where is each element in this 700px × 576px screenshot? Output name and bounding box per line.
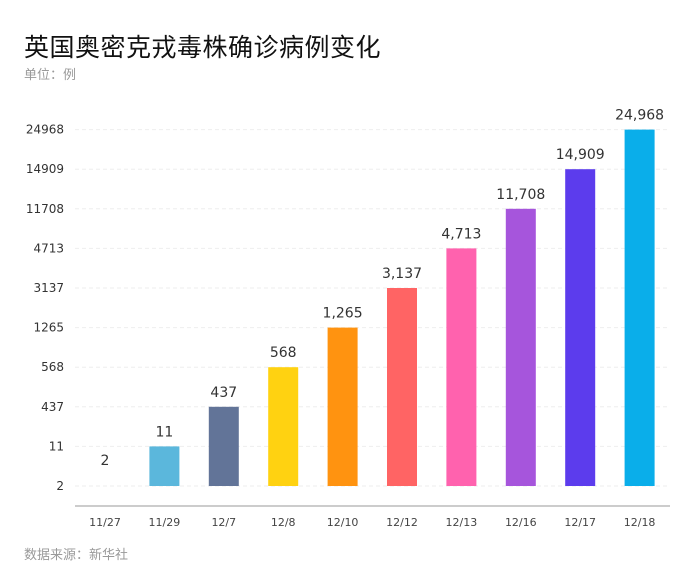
data-label: 437 — [210, 385, 237, 401]
y-tick-label: 2 — [56, 479, 64, 493]
y-tick-label: 24968 — [26, 123, 64, 137]
x-tick-label: 11/27 — [89, 516, 121, 529]
bar — [268, 367, 299, 486]
y-tick-label: 437 — [41, 400, 64, 414]
data-label: 4,713 — [441, 226, 481, 242]
data-label: 14,909 — [556, 147, 605, 163]
x-tick-label: 12/17 — [564, 516, 596, 529]
chart-source: 数据来源：新华社 — [24, 548, 129, 563]
y-tick-label: 4713 — [33, 241, 64, 255]
bar — [624, 129, 655, 486]
bar — [505, 208, 536, 487]
bar — [208, 406, 239, 486]
y-tick-label: 568 — [41, 360, 64, 374]
x-tick-label: 12/10 — [327, 516, 359, 529]
y-tick-label: 1265 — [33, 321, 64, 335]
x-tick-label: 11/29 — [149, 516, 181, 529]
x-tick-label: 12/18 — [624, 516, 656, 529]
x-tick-label: 12/7 — [211, 516, 236, 529]
x-tick-label: 12/8 — [271, 516, 296, 529]
data-label: 568 — [270, 345, 297, 361]
bar — [387, 288, 417, 486]
x-tick-label: 12/13 — [446, 516, 478, 529]
chart-title: 英国奥密克戎毒株确诊病例变化 — [24, 33, 382, 62]
data-label: 2 — [101, 453, 110, 469]
bar — [149, 446, 180, 486]
data-label: 3,137 — [382, 266, 422, 282]
data-label: 1,265 — [323, 306, 363, 322]
y-tick-label: 3137 — [33, 281, 64, 295]
x-tick-label: 12/16 — [505, 516, 537, 529]
chart-subtitle: 单位：例 — [24, 68, 77, 83]
data-label: 24,968 — [615, 108, 664, 124]
bar — [446, 248, 477, 486]
data-label: 11,708 — [496, 187, 545, 203]
y-tick-label: 11708 — [26, 202, 64, 216]
bar — [565, 169, 596, 486]
y-tick-label: 14909 — [26, 162, 64, 176]
y-tick-label: 11 — [49, 439, 64, 453]
x-tick-label: 12/12 — [386, 516, 418, 529]
bar — [327, 327, 358, 486]
data-label: 11 — [155, 424, 173, 440]
